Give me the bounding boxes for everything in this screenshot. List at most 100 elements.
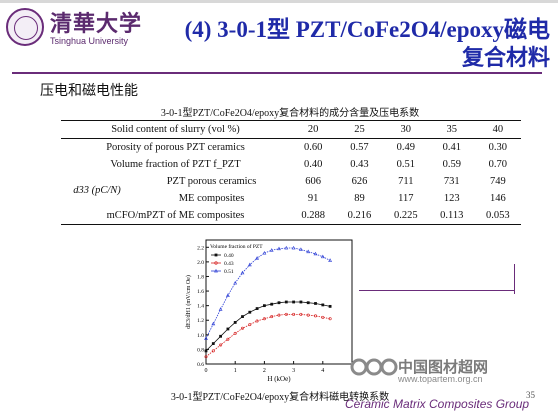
table-cell: 606 bbox=[305, 176, 322, 187]
data-point bbox=[328, 304, 332, 308]
data-point bbox=[313, 251, 318, 256]
x-tick-label: 2 bbox=[263, 368, 266, 374]
data-point bbox=[306, 249, 311, 254]
y-tick-label: 1.2 bbox=[197, 318, 204, 324]
table-cell: 626 bbox=[351, 176, 368, 187]
table-cell: 0.49 bbox=[396, 142, 415, 153]
data-point bbox=[292, 312, 296, 316]
data-point bbox=[314, 314, 318, 318]
data-point bbox=[262, 250, 267, 255]
data-point bbox=[226, 337, 230, 341]
row-label: Porosity of porous PZT ceramics bbox=[106, 142, 245, 153]
row-label: mCFO/mPZT of ME composites bbox=[61, 207, 290, 225]
chart-svg: 0 1 2 3 4 0.6 0.8 1.0 1.2 1.4 1.6 1.8 2.0 2.2 H (kOe) d… bbox=[185, 239, 353, 383]
y-tick-label: 0.6 bbox=[197, 362, 204, 368]
decorative-vertical-line bbox=[514, 264, 515, 294]
table-cell: 0.43 bbox=[350, 159, 369, 170]
legend-marker bbox=[214, 253, 218, 257]
row-label: ME composites bbox=[178, 193, 245, 204]
properties-table: Solid content of slurry (vol %) 20 25 30… bbox=[61, 120, 521, 225]
data-point bbox=[248, 323, 252, 327]
table-cell: 731 bbox=[443, 176, 460, 187]
x-tick-label: 1 bbox=[234, 368, 237, 374]
data-point bbox=[211, 349, 215, 353]
data-point bbox=[270, 302, 274, 306]
data-point bbox=[262, 317, 266, 321]
table-row: Volume fraction of PZT f_PZT 0.40 0.43 0… bbox=[61, 156, 521, 173]
data-point bbox=[298, 247, 303, 251]
slide-title-line2: 复合材料 bbox=[461, 46, 550, 71]
title-divider bbox=[12, 72, 542, 74]
column-header: 35 bbox=[428, 120, 475, 139]
column-header: 20 bbox=[290, 120, 337, 139]
watermark-logo-icon bbox=[350, 358, 398, 376]
data-point bbox=[241, 315, 244, 318]
data-point bbox=[306, 301, 310, 305]
data-point bbox=[269, 248, 274, 252]
y-tick-label: 1.4 bbox=[197, 304, 204, 310]
data-point bbox=[299, 312, 303, 316]
row-label: Volume fraction of PZT f_PZT bbox=[110, 159, 241, 170]
legend-marker bbox=[214, 261, 218, 265]
data-point bbox=[284, 245, 289, 250]
data-point bbox=[255, 256, 260, 260]
university-seal-icon bbox=[6, 8, 44, 46]
watermark-text: 中国图材超网 bbox=[398, 358, 489, 376]
data-point bbox=[248, 310, 252, 314]
y-tick-label: 1.0 bbox=[197, 333, 204, 339]
data-point bbox=[292, 300, 295, 304]
table-cell: 91 bbox=[307, 193, 319, 204]
top-border bbox=[0, 0, 558, 3]
data-point bbox=[240, 270, 245, 275]
data-point bbox=[328, 317, 332, 321]
x-tick-label: 3 bbox=[292, 368, 295, 374]
slide-title-line1: (4) 3-0-1型 PZT/CoFe2O4/epoxy磁电 bbox=[184, 17, 550, 42]
data-point bbox=[225, 293, 230, 297]
table-header-row: Solid content of slurry (vol %) 20 25 30… bbox=[61, 120, 521, 139]
x-tick-label: 4 bbox=[321, 368, 324, 374]
legend-label: 0.40 bbox=[224, 253, 234, 259]
data-point bbox=[219, 343, 223, 347]
data-point bbox=[247, 262, 252, 267]
table-cell: 123 bbox=[443, 193, 460, 204]
data-point bbox=[291, 245, 296, 250]
table-cell: 0.053 bbox=[474, 207, 521, 225]
table-caption: 3-0-1型PZT/CoFe2O4/epoxy复合材料的成分含量及压电系数 bbox=[160, 108, 420, 119]
table-row: Porosity of porous PZT ceramics 0.60 0.5… bbox=[61, 139, 521, 157]
data-point bbox=[240, 326, 244, 330]
table-row: mCFO/mPZT of ME composites 0.288 0.216 0… bbox=[61, 207, 521, 225]
table-cell: 0.59 bbox=[442, 159, 461, 170]
y-tick-label: 2.0 bbox=[197, 260, 204, 266]
data-point bbox=[211, 342, 215, 345]
data-point bbox=[233, 321, 237, 324]
table-row: d33 (pC/N) PZT porous ceramics 606 626 7… bbox=[61, 173, 521, 196]
table-cell: 0.113 bbox=[428, 207, 475, 225]
series-line bbox=[205, 314, 331, 358]
data-point bbox=[320, 254, 325, 259]
data-point bbox=[255, 307, 259, 310]
data-point bbox=[204, 349, 208, 353]
table-cell: 0.60 bbox=[303, 142, 323, 153]
figure-caption: 3-0-1型PZT/CoFe2O4/epoxy复合材料磁电转换系数 bbox=[170, 392, 390, 403]
data-point bbox=[284, 312, 288, 316]
data-point bbox=[263, 304, 266, 308]
data-point bbox=[233, 280, 238, 285]
table-cell: 711 bbox=[398, 176, 414, 187]
logo-english-name: Tsinghua University bbox=[50, 36, 129, 46]
y-tick-label: 2.2 bbox=[197, 245, 204, 251]
data-point bbox=[284, 300, 288, 304]
column-header: 40 bbox=[474, 120, 521, 139]
table-cell: 0.288 bbox=[290, 207, 337, 225]
x-axis-label: H (kOe) bbox=[267, 375, 291, 383]
plot-frame bbox=[205, 239, 353, 365]
data-point bbox=[211, 321, 216, 326]
logo-chinese-name: 清華大学 bbox=[50, 11, 143, 37]
data-point bbox=[255, 319, 259, 323]
me-coefficient-chart: 0 1 2 3 4 0.6 0.8 1.0 1.2 1.4 1.6 1.8 2.0 2.2 H (kOe) d… bbox=[184, 234, 359, 384]
table-cell: 117 bbox=[398, 193, 414, 204]
table-cell: 0.70 bbox=[488, 159, 507, 170]
table-cell: 146 bbox=[489, 193, 506, 204]
x-tick-label: 0 bbox=[205, 368, 208, 374]
table-cell: 0.216 bbox=[336, 207, 383, 225]
